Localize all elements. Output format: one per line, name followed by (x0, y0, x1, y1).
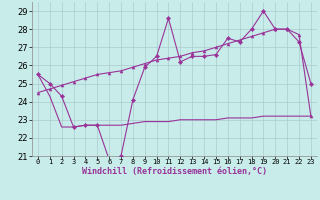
X-axis label: Windchill (Refroidissement éolien,°C): Windchill (Refroidissement éolien,°C) (82, 167, 267, 176)
